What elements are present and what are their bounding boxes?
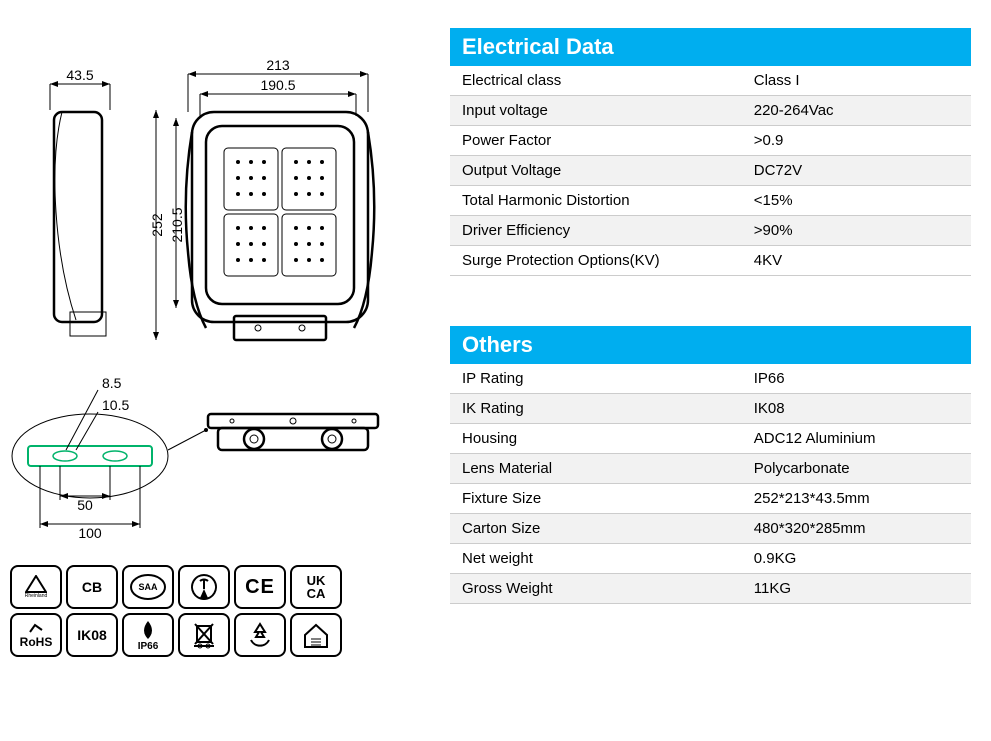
spec-value: DC72V [742,156,971,186]
spec-row: Gross Weight11KG [450,574,971,604]
svg-text:SAA: SAA [138,582,158,592]
spec-value: Polycarbonate [742,454,971,484]
spec-row: Carton Size480*320*285mm [450,514,971,544]
drawings-panel: 43.5 213 190.5 252 210.5 [0,0,440,741]
dim-inner-width: 190.5 [260,77,295,93]
spec-label: IK Rating [450,394,742,424]
dim-inner-height: 210.5 [169,207,185,242]
cert-ce: CE [234,565,286,609]
others-table: Others IP RatingIP66IK RatingIK08Housing… [450,326,971,604]
cert-rcm [178,565,230,609]
spec-value: IK08 [742,394,971,424]
spec-value: 11KG [742,574,971,604]
spec-value: <15% [742,186,971,216]
spec-row: Lens MaterialPolycarbonate [450,454,971,484]
spec-label: Net weight [450,544,742,574]
spec-row: Driver Efficiency>90% [450,216,971,246]
cert-house [290,613,342,657]
bracket-drawing: 8.5 10.5 50 100 [10,370,420,550]
others-title: Others [450,326,971,364]
elevation-drawing: 43.5 213 190.5 252 210.5 [10,40,420,350]
spec-label: Power Factor [450,126,742,156]
cert-ukca: UKCA [290,565,342,609]
spec-value: >90% [742,216,971,246]
spec-value: ADC12 Aluminium [742,424,971,454]
dim-bracket-w: 100 [78,525,102,541]
spec-row: Surge Protection Options(KV)4KV [450,246,971,276]
cert-recycle [234,613,286,657]
spec-panel: Electrical Data Electrical classClass II… [440,0,991,741]
cert-ip66-label: IP66 [138,641,159,652]
spec-label: Input voltage [450,96,742,126]
electrical-table: Electrical Data Electrical classClass II… [450,28,971,276]
spec-row: Input voltage220-264Vac [450,96,971,126]
spec-label: Electrical class [450,66,742,96]
others-rows: IP RatingIP66IK RatingIK08HousingADC12 A… [450,364,971,604]
dim-overall-height: 252 [149,213,165,237]
spec-label: IP Rating [450,364,742,394]
cert-tuv-sub: Rheinland [25,593,48,599]
spec-label: Housing [450,424,742,454]
spec-value: >0.9 [742,126,971,156]
spec-label: Carton Size [450,514,742,544]
spec-row: Total Harmonic Distortion<15% [450,186,971,216]
front-view [186,112,375,340]
cert-saa: SAA [122,565,174,609]
spec-row: Net weight0.9KG [450,544,971,574]
dim-side-depth: 43.5 [66,67,93,83]
spec-value: 220-264Vac [742,96,971,126]
spec-row: IP RatingIP66 [450,364,971,394]
dim-slot-h: 10.5 [102,397,129,413]
cert-cb-label: CB [82,579,102,595]
spec-label: Fixture Size [450,484,742,514]
electrical-title: Electrical Data [450,28,971,66]
cert-tuv: Rheinland [10,565,62,609]
spec-label: Gross Weight [450,574,742,604]
cert-badges: Rheinland CB SAA CE UKCA RoHS IK08 IP66 [10,565,430,657]
spec-label: Driver Efficiency [450,216,742,246]
cert-rohs-label: RoHS [20,635,53,649]
dim-hole-pitch: 50 [77,497,93,513]
cert-weee [178,613,230,657]
spec-row: IK RatingIK08 [450,394,971,424]
cert-ik08-label: IK08 [77,627,107,643]
spec-row: Output VoltageDC72V [450,156,971,186]
spec-value: 4KV [742,246,971,276]
bracket-top-view [208,414,378,450]
spec-row: HousingADC12 Aluminium [450,424,971,454]
cert-cb: CB [66,565,118,609]
cert-ik08: IK08 [66,613,118,657]
dim-overall-width: 213 [266,57,290,73]
cert-ip66: IP66 [122,613,174,657]
spec-row: Electrical classClass I [450,66,971,96]
cert-rohs: RoHS [10,613,62,657]
spec-value: Class I [742,66,971,96]
spec-value: 0.9KG [742,544,971,574]
spec-label: Total Harmonic Distortion [450,186,742,216]
spec-value: 252*213*43.5mm [742,484,971,514]
spec-row: Fixture Size252*213*43.5mm [450,484,971,514]
spec-value: 480*320*285mm [742,514,971,544]
spec-value: IP66 [742,364,971,394]
spec-row: Power Factor>0.9 [450,126,971,156]
side-view [54,112,106,336]
dim-slot-w: 8.5 [102,375,122,391]
spec-label: Lens Material [450,454,742,484]
cert-ce-label: CE [245,576,275,599]
spec-label: Surge Protection Options(KV) [450,246,742,276]
electrical-rows: Electrical classClass IInput voltage220-… [450,66,971,276]
spec-label: Output Voltage [450,156,742,186]
